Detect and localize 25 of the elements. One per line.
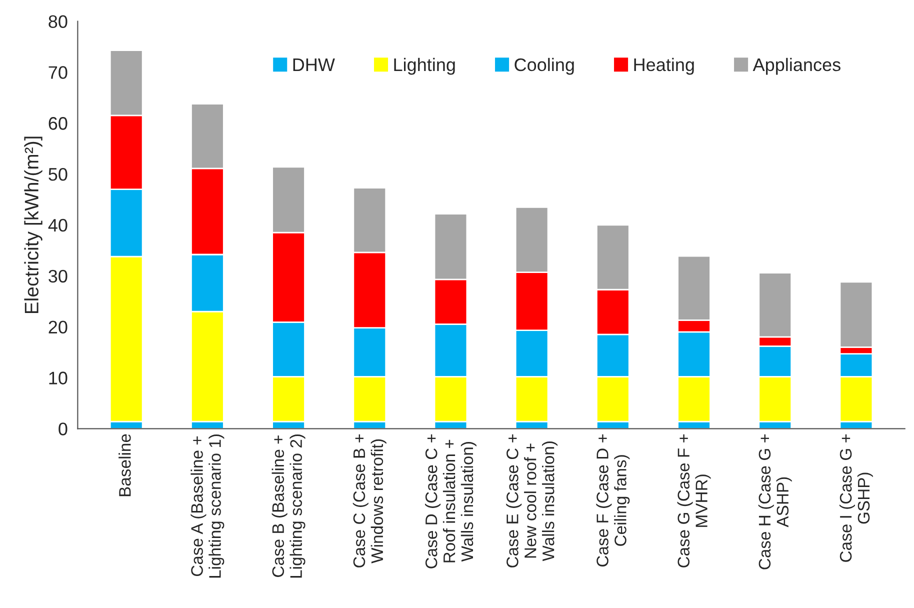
legend-label: Heating (634, 58, 694, 75)
y-tick-label: 30 (48, 270, 68, 283)
legend-label: DHW (293, 58, 335, 71)
x-tick-label: Case A (Baseline + Lighting scenario 1) (190, 434, 224, 578)
x-tick-label: Case H (Case G + ASHP) (758, 434, 792, 570)
legend-label: Appliances (752, 58, 840, 75)
legend-label: Lighting (394, 58, 455, 75)
x-tick-label: Baseline (118, 434, 131, 496)
y-tick-label: 50 (48, 168, 68, 181)
y-tick-label: 70 (48, 66, 68, 79)
y-tick-label: 20 (48, 320, 68, 334)
y-tick-label: 80 (48, 15, 68, 28)
x-tick-label: Case I (Case G + GSHP) (839, 434, 873, 562)
y-tick-label: 10 (49, 372, 68, 384)
x-tick-label: Case B (Baseline + Lighting scenario 2) (272, 434, 306, 578)
legend-label: Cooling (514, 58, 574, 75)
x-tick-label: Case F (Case D + Ceiling fans) (596, 434, 630, 566)
y-tick-label: 40 (48, 218, 68, 232)
y-axis-title: Electricity [kWh/(m²)] (24, 136, 42, 314)
y-tick-label: 60 (48, 117, 68, 130)
x-tick-label: Case G (Case F + MVHR) (677, 434, 711, 568)
y-tick-label: 0 (58, 422, 68, 436)
x-tick-label: Case C (Case B + Windows retrofit) (352, 434, 386, 568)
x-tick-label: Case D (Case C + Roof insulation + Walls insulation) (425, 434, 476, 568)
x-tick-label: Case E (Case C + New cool roof + Walls insulation) (506, 434, 558, 568)
